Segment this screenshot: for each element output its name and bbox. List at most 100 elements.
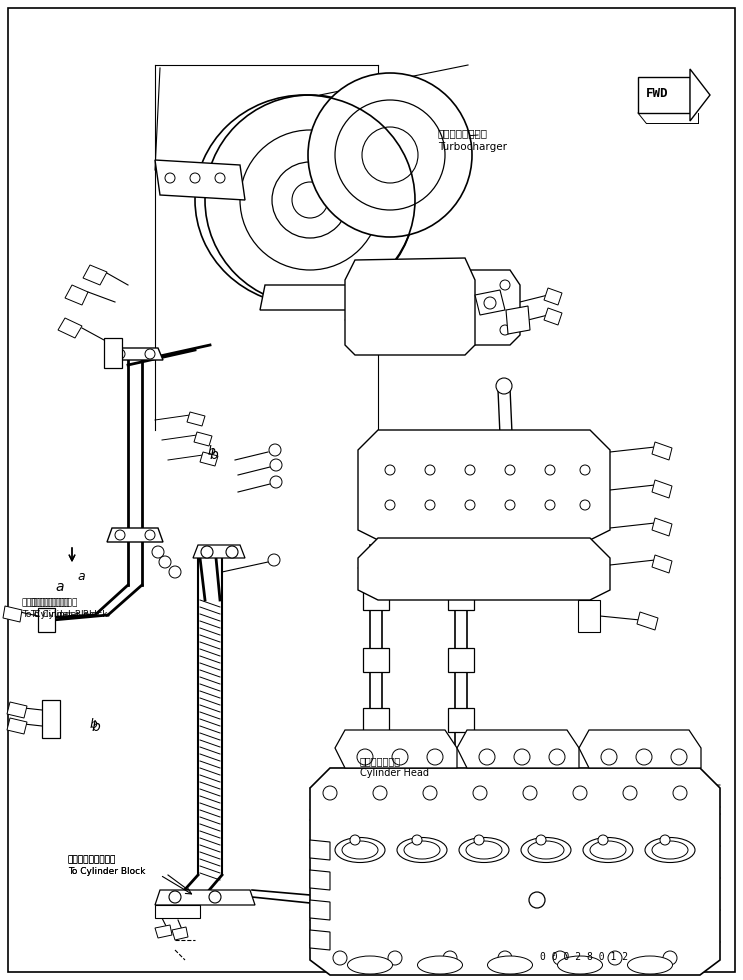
Text: シリンダブロックへ: シリンダブロックへ [30,598,78,607]
Polygon shape [155,160,245,200]
Circle shape [500,280,510,290]
Circle shape [660,835,670,845]
Circle shape [573,786,587,800]
Polygon shape [457,730,579,768]
Polygon shape [637,612,658,630]
Circle shape [496,378,512,394]
Ellipse shape [335,838,385,862]
Circle shape [357,749,373,765]
Text: To Cylinder Block: To Cylinder Block [68,867,146,876]
Bar [363,708,389,732]
Circle shape [292,182,328,218]
Circle shape [392,749,408,765]
Text: 0 0 0 2 8 0 1 2: 0 0 0 2 8 0 1 2 [540,952,628,962]
Circle shape [473,786,487,800]
Circle shape [323,786,337,800]
Text: b: b [210,448,218,462]
Circle shape [201,546,213,558]
Polygon shape [155,905,200,918]
Circle shape [545,465,555,475]
Circle shape [240,130,380,270]
Circle shape [505,500,515,510]
Circle shape [608,951,622,965]
Polygon shape [155,925,172,938]
Polygon shape [358,430,610,540]
Polygon shape [104,338,122,368]
Circle shape [484,297,496,309]
Circle shape [145,349,155,359]
Text: To Cylinder Block: To Cylinder Block [68,867,146,876]
Polygon shape [107,348,163,360]
Polygon shape [58,318,82,338]
Circle shape [580,500,590,510]
Text: シリンダブロックへ: シリンダブロックへ [68,855,117,864]
Text: To Cylinder Block: To Cylinder Block [22,610,100,619]
Ellipse shape [590,841,626,859]
Ellipse shape [528,841,564,859]
Circle shape [308,73,472,237]
Circle shape [479,749,495,765]
Circle shape [335,100,445,210]
Text: シリンダブロックへ: シリンダブロックへ [22,598,71,607]
Polygon shape [652,480,672,498]
Text: b: b [92,720,101,734]
Text: a: a [55,580,63,594]
Circle shape [623,786,637,800]
Polygon shape [544,288,562,305]
Circle shape [169,891,181,903]
Text: To Cylinder Block: To Cylinder Block [30,610,108,619]
Ellipse shape [466,841,502,859]
Polygon shape [310,870,330,890]
Circle shape [553,951,567,965]
Text: b: b [90,718,98,731]
Ellipse shape [342,841,378,859]
Text: ターボチャージャ: ターボチャージャ [438,128,488,138]
Circle shape [523,786,537,800]
Circle shape [269,444,281,456]
Polygon shape [42,700,60,738]
Polygon shape [260,285,360,310]
Ellipse shape [557,956,603,974]
Circle shape [514,749,530,765]
Circle shape [598,835,608,845]
Polygon shape [652,518,672,536]
Circle shape [474,835,484,845]
Circle shape [270,459,282,471]
Polygon shape [7,702,27,718]
Circle shape [412,835,422,845]
Polygon shape [410,270,520,345]
Polygon shape [200,452,218,466]
Bar [363,586,389,610]
Circle shape [165,173,175,183]
Circle shape [268,554,280,566]
Text: a: a [77,570,85,583]
Circle shape [169,566,181,578]
Circle shape [636,749,652,765]
Ellipse shape [418,956,462,974]
Polygon shape [335,730,457,768]
Text: Turbocharger: Turbocharger [438,142,507,152]
Ellipse shape [348,956,392,974]
Circle shape [663,951,677,965]
Text: b: b [208,445,216,458]
Circle shape [388,951,402,965]
Circle shape [373,786,387,800]
Circle shape [205,95,415,305]
Polygon shape [638,77,690,113]
Circle shape [145,530,155,540]
Polygon shape [194,432,212,446]
Circle shape [580,465,590,475]
Circle shape [425,500,435,510]
Circle shape [385,500,395,510]
Circle shape [350,835,360,845]
Polygon shape [310,768,720,975]
Polygon shape [38,608,55,632]
Polygon shape [652,555,672,573]
Polygon shape [65,285,88,305]
Circle shape [427,749,443,765]
Circle shape [673,786,687,800]
Bar [448,648,474,672]
Circle shape [115,530,125,540]
Ellipse shape [628,956,672,974]
Bar [448,586,474,610]
